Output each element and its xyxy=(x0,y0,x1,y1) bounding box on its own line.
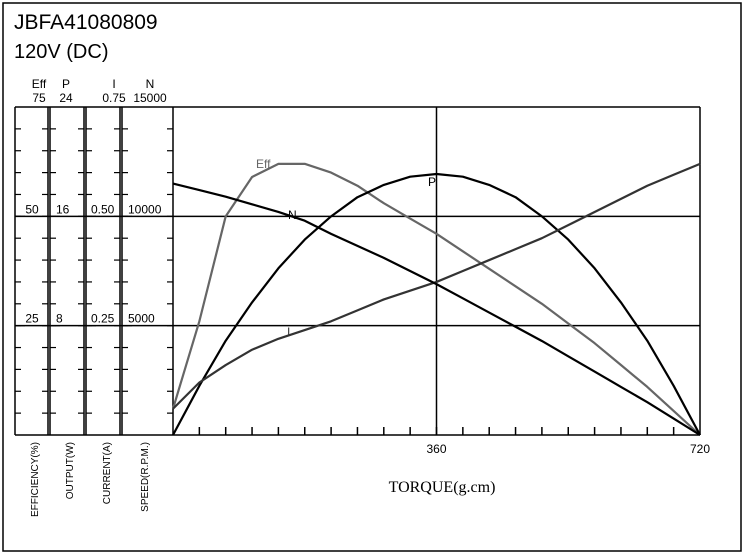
curve xyxy=(171,162,701,436)
axis-label: OUTPUT(W) xyxy=(65,442,76,499)
curve xyxy=(172,182,701,436)
y-tick-label: 50 xyxy=(25,202,39,216)
axis-name: Eff xyxy=(32,77,47,91)
y-tick-label: 8 xyxy=(56,312,63,326)
axis-name: I xyxy=(112,77,115,91)
curve xyxy=(172,172,701,436)
axis-label: EFFICIENCY(%) xyxy=(30,442,41,517)
y-tick-label: 25 xyxy=(25,312,39,326)
x-tick-label: 720 xyxy=(690,442,710,456)
curve xyxy=(172,162,701,410)
chart-subtitle: 120V (DC) xyxy=(14,41,108,63)
x-tick-label: 360 xyxy=(426,442,446,456)
axis-label: SPEED(R.P.M.) xyxy=(140,442,151,512)
y-tick-label: 5000 xyxy=(128,312,155,326)
y-tick-label: 16 xyxy=(56,202,70,216)
chart-title: JBFA41080809 xyxy=(14,11,158,34)
curve-label: I xyxy=(287,325,290,339)
y-tick-label: 10000 xyxy=(128,202,162,216)
x-axis-label: TORQUE(g.cm) xyxy=(389,479,496,496)
axis-name: N xyxy=(146,77,155,91)
axis-label: CURRENT(A) xyxy=(102,442,113,504)
axis-name: P xyxy=(62,77,70,91)
y-tick-label: 0.75 xyxy=(102,91,126,105)
y-tick-label: 0.25 xyxy=(91,312,115,326)
curve-label: N xyxy=(288,208,297,222)
y-tick-label: 0.50 xyxy=(91,202,115,216)
y-tick-label: 75 xyxy=(32,91,46,105)
y-tick-label: 15000 xyxy=(133,91,167,105)
curve-label: P xyxy=(428,175,436,189)
y-tick-label: 24 xyxy=(59,91,73,105)
curve-label: Eff xyxy=(256,157,271,171)
